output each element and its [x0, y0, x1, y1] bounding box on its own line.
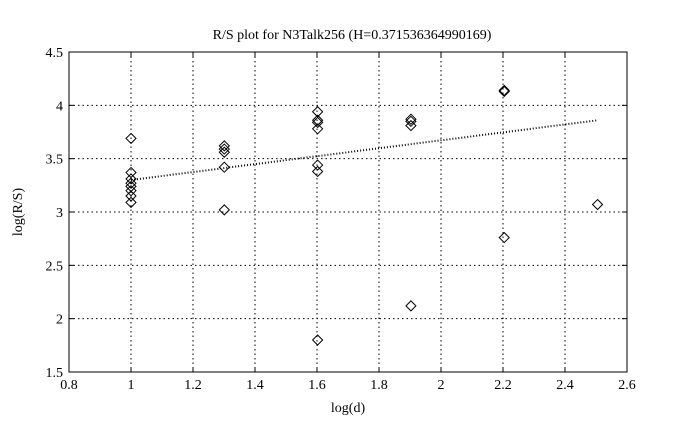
fit-line-group [130, 119, 598, 181]
x-tick-label: 1.6 [308, 378, 326, 393]
data-point [218, 143, 231, 155]
x-tick-label: 1.2 [184, 378, 202, 393]
data-point [125, 132, 137, 145]
data-point [311, 165, 324, 178]
data-point [311, 114, 324, 126]
data-point [498, 84, 510, 97]
data-point [218, 204, 231, 216]
data-point [311, 334, 324, 346]
data-point [311, 116, 324, 129]
data-points [125, 84, 604, 346]
data-point [125, 173, 137, 185]
x-tick-label: 2 [438, 378, 445, 393]
x-tick-label: 2.2 [494, 378, 512, 393]
y-tick-label: 3.5 [46, 153, 64, 168]
data-point [405, 113, 417, 125]
data-point [125, 190, 137, 202]
axis-ticks: 0.8 1 1.2 1.4 1.6 1.8 2 2.2 2.4 2.6 1.5 2 2.5 3 3.5 4 4.… [46, 46, 636, 393]
data-point [218, 146, 231, 158]
data-point [405, 119, 417, 132]
y-axis-label: log(R/S) [11, 188, 26, 237]
y-tick-label: 3 [56, 206, 63, 221]
x-tick-label: 1 [128, 378, 135, 393]
x-axis-label: log(d) [331, 401, 366, 416]
y-tick-label: 4 [56, 99, 63, 114]
y-tick-label: 1.5 [46, 366, 64, 381]
data-point [311, 123, 324, 135]
x-tick-label: 0.8 [60, 378, 78, 393]
grid-lines [69, 52, 627, 372]
fit-line [130, 119, 598, 181]
data-point [125, 196, 137, 209]
data-point [311, 159, 324, 171]
x-tick-label: 2.6 [618, 378, 636, 393]
data-point [405, 115, 417, 128]
data-point [218, 161, 231, 173]
x-tick-label: 2.4 [556, 378, 574, 393]
y-tick-label: 2 [56, 313, 63, 328]
data-point [591, 198, 604, 211]
data-point [218, 140, 231, 152]
y-tick-label: 2.5 [46, 259, 64, 274]
data-point [498, 231, 510, 244]
data-point [405, 300, 417, 312]
x-tick-label: 1.4 [246, 378, 264, 393]
y-tick-label: 4.5 [46, 46, 64, 61]
data-point [498, 85, 510, 98]
data-point [125, 184, 137, 197]
chart-title: R/S plot for N3Talk256 (H=0.371536364990… [213, 28, 492, 43]
data-point [125, 177, 137, 189]
x-tick-label: 1.8 [370, 378, 388, 393]
